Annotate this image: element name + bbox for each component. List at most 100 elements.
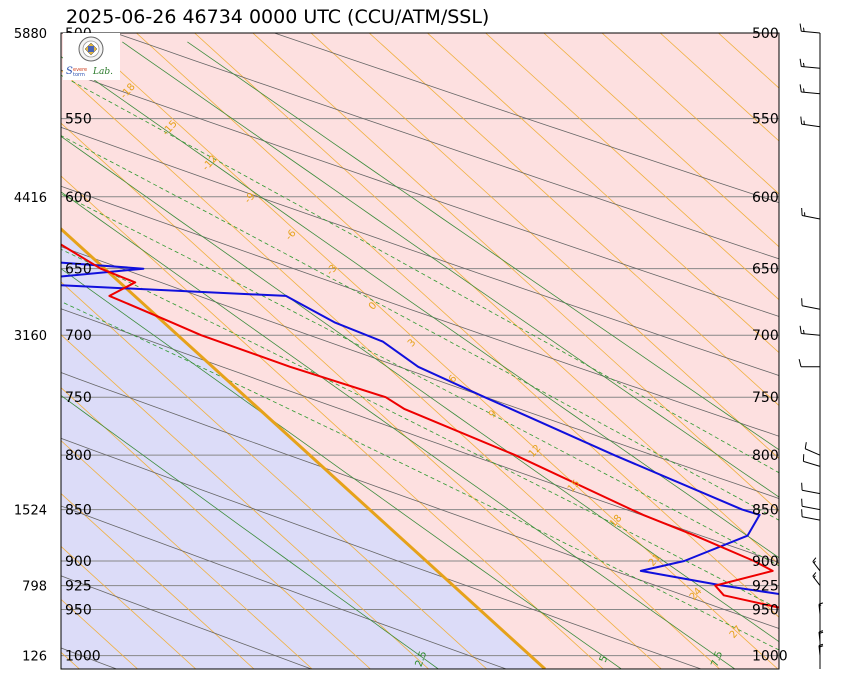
isotherm-line — [427, 33, 779, 354]
temperature-profile-line — [61, 243, 779, 609]
wind-barb — [799, 325, 821, 336]
dry-adiabat-line — [61, 246, 779, 499]
wind-barb-shaft — [801, 65, 821, 69]
wind-barb-shaft — [801, 91, 821, 95]
isotherm-line — [485, 33, 779, 301]
chart-title: 2025-06-26 46734 0000 UTC (CCU/ATM/SSL) — [66, 6, 490, 28]
wind-barb-shaft — [801, 30, 821, 34]
wind-barb-half-flag — [802, 27, 805, 32]
dry-adiabat-line — [274, 33, 779, 204]
wind-barb-shaft — [818, 604, 821, 615]
wind-barb-shaft — [812, 575, 821, 586]
pressure-label-right: 850 — [752, 503, 779, 519]
wind-barb — [812, 557, 821, 572]
mixing-ratio-label: 5 — [598, 654, 611, 664]
isotherm-line — [310, 33, 779, 459]
wind-barb-shaft — [812, 561, 821, 572]
sounding-profiles — [61, 243, 779, 609]
wind-barb — [798, 359, 820, 368]
height-label: 1524 — [14, 504, 47, 519]
height-label: 798 — [22, 580, 47, 595]
mixing-ratio-line — [61, 191, 736, 669]
wind-barb-shaft — [818, 645, 821, 656]
pressure-label-left: 750 — [65, 390, 92, 406]
wind-barb-flag — [800, 116, 803, 125]
isotherm-line — [77, 33, 779, 669]
isotherm-line — [61, 493, 255, 669]
isotherm-line — [136, 33, 779, 618]
lab-logo: S evere torm Lab. — [63, 33, 120, 80]
wind-barb — [801, 298, 821, 310]
dry-adiabat-line — [61, 308, 779, 564]
wind-barb — [801, 509, 821, 521]
pressure-label-right: 600 — [752, 190, 779, 206]
wind-barb — [799, 58, 821, 69]
dry-adiabat-line — [61, 437, 702, 669]
mixing-ratio-label: 2.5 — [414, 650, 430, 669]
pressure-label-right: 925 — [752, 579, 779, 595]
isotherm-line — [61, 387, 371, 669]
mixing-ratio-line — [122, 41, 779, 498]
svg-text:S: S — [66, 66, 73, 77]
wind-barb-flag — [812, 572, 817, 577]
pressure-label-left: 925 — [65, 579, 92, 595]
wind-barb-flag — [818, 631, 824, 635]
wind-barb-half-flag — [818, 604, 822, 607]
isotherm-line — [61, 281, 488, 669]
isotherm-line — [659, 33, 779, 142]
wind-barb-half-flag — [802, 62, 805, 67]
wind-barb-flag — [799, 58, 802, 67]
wind-barb-shaft — [818, 632, 821, 643]
wind-barb-flag — [799, 325, 802, 334]
pressure-label-left: 900 — [65, 554, 92, 570]
moist-adiabat-line — [61, 74, 779, 474]
pressure-label-right: 700 — [752, 328, 779, 344]
freezing-isotherm-line — [61, 226, 547, 669]
wind-barb — [801, 498, 821, 511]
dewpoint-profile-line — [61, 261, 779, 595]
wind-barbs — [798, 23, 824, 656]
dry-adiabat-line — [115, 33, 779, 260]
mixing-ratio-line — [61, 135, 779, 643]
pressure-label-left: 1000 — [65, 649, 101, 665]
dry-adiabat-line — [61, 69, 779, 317]
wind-barb-shaft — [801, 505, 821, 511]
wind-barb-shaft — [801, 305, 821, 310]
pressure-label-left: 700 — [65, 328, 92, 344]
wind-barb — [801, 482, 821, 495]
mixing-ratio-label: 7.5 — [710, 650, 726, 669]
pressure-label-left: 600 — [65, 190, 92, 206]
wind-barb-shaft — [801, 516, 821, 521]
wind-barb — [799, 23, 821, 34]
mixing-ratio-label: 10 — [793, 651, 808, 667]
wind-barb-shaft — [801, 489, 821, 495]
wind-barb — [800, 116, 821, 128]
wind-barb-flag — [818, 630, 824, 633]
wind-barb-flag — [818, 645, 824, 648]
wind-barb-shaft — [801, 215, 821, 220]
svg-text:Lab.: Lab. — [92, 67, 113, 77]
lab-emblem-icon: S evere torm Lab. — [66, 36, 113, 78]
grid-lines — [0, 33, 779, 669]
pressure-label-right: 1000 — [752, 649, 788, 665]
moist-adiabat-line — [61, 193, 779, 567]
isotherm-line — [0, 33, 21, 669]
isotherm-line — [543, 33, 779, 248]
wind-barb-half-flag — [813, 575, 816, 578]
pressure-label-right: 650 — [752, 262, 779, 278]
moist-adiabat-line — [61, 301, 779, 651]
pressure-label-right: 750 — [752, 390, 779, 406]
dry-adiabat-line — [61, 185, 779, 437]
pressure-label-left: 650 — [65, 262, 92, 278]
dry-adiabat-line — [61, 505, 507, 669]
svg-text:evere: evere — [73, 67, 87, 73]
wind-barb-shaft — [803, 460, 821, 467]
isotherm-line — [252, 33, 779, 512]
isotherm-line — [61, 545, 197, 669]
isotherm-line — [61, 122, 662, 669]
isotherm-line — [368, 33, 779, 407]
mixing-ratio-line — [187, 41, 779, 451]
moist-adiabat-line — [61, 135, 779, 521]
plot-frame — [60, 32, 780, 670]
pressure-label-left: 850 — [65, 503, 92, 519]
